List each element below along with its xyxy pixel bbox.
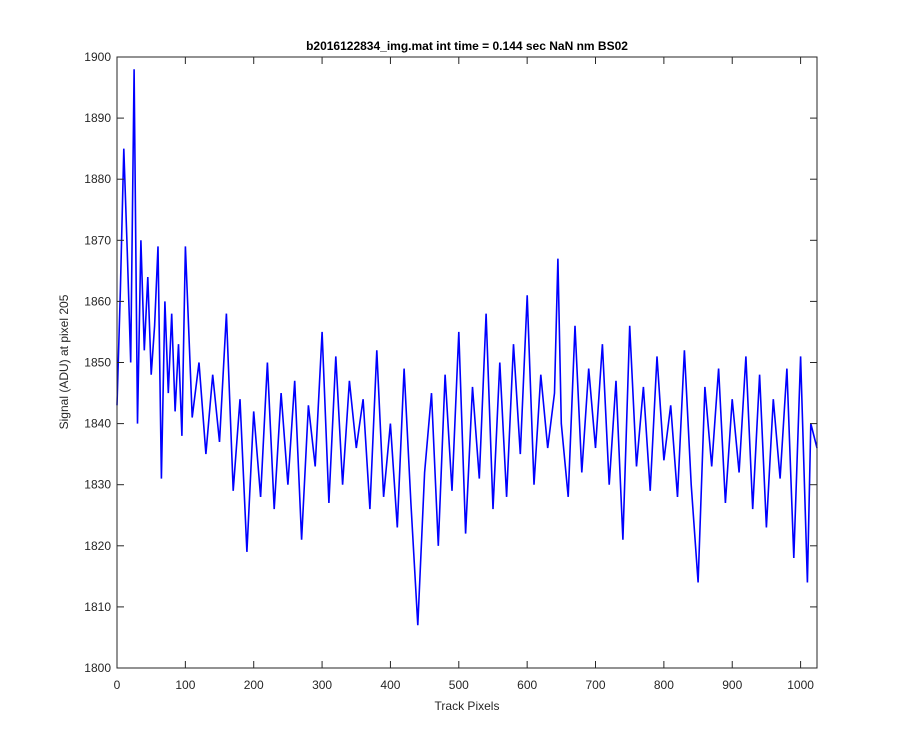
y-tick-label: 1890: [84, 111, 111, 125]
y-tick-label: 1880: [84, 172, 111, 186]
x-tick-label: 900: [722, 678, 742, 692]
x-tick-label: 300: [312, 678, 332, 692]
chart-title: b2016122834_img.mat int time = 0.144 sec…: [306, 39, 628, 53]
y-tick-label: 1800: [84, 661, 111, 675]
x-tick-label: 0: [114, 678, 121, 692]
y-tick-label: 1870: [84, 233, 111, 247]
y-tick-label: 1830: [84, 478, 111, 492]
x-tick-label: 200: [244, 678, 264, 692]
x-axis-label: Track Pixels: [435, 699, 500, 713]
y-tick-label: 1860: [84, 294, 111, 308]
y-tick-label: 1900: [84, 50, 111, 64]
y-tick-label: 1850: [84, 356, 111, 370]
x-tick-label: 600: [517, 678, 537, 692]
x-tick-label: 400: [380, 678, 400, 692]
x-tick-label: 700: [586, 678, 606, 692]
series-layer: [116, 69, 818, 626]
plot-box: [116, 56, 818, 669]
x-tick-label: 500: [449, 678, 469, 692]
y-tick-label: 1840: [84, 417, 111, 431]
x-tick-label: 1000: [787, 678, 814, 692]
x-tick-label: 800: [654, 678, 674, 692]
y-axis-label: Signal (ADU) at pixel 205: [57, 294, 71, 429]
plot-area: [117, 57, 817, 668]
ticks-layer: 0 100 200 300 400 500 600 700 800 900 1000 1800 1810…: [84, 50, 817, 692]
series-line-signal: [116, 69, 818, 626]
y-tick-label: 1820: [84, 539, 111, 553]
x-tick-label: 100: [175, 678, 195, 692]
y-tick-label: 1810: [84, 600, 111, 614]
